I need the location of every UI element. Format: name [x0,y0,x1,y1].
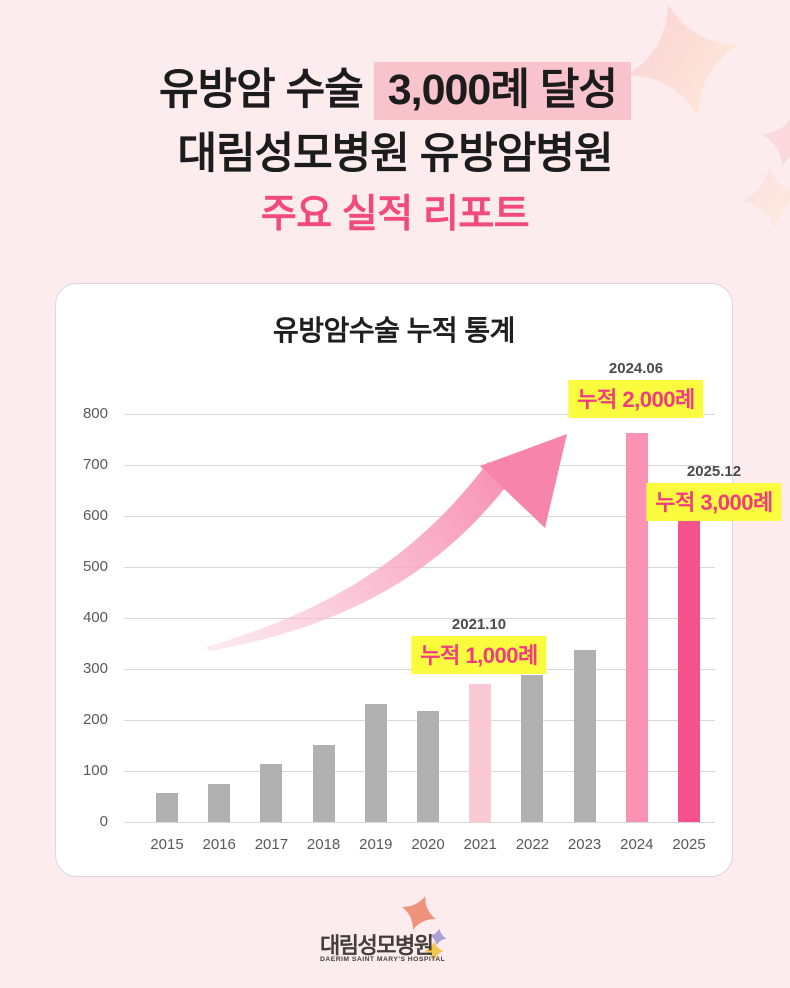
annotation-label: 누적 1,000례 [411,636,547,674]
coral-star-icon [402,896,436,930]
bar-2016 [208,784,231,822]
bar-2018 [312,744,335,822]
y-tick-label: 200 [82,711,108,728]
annotation-date: 2025.12 [686,463,742,480]
x-tick-label: 2019 [359,836,393,853]
bar-2015 [156,792,178,822]
logo-subtext: DAERIM SAINT MARY'S HOSPITAL [320,956,446,963]
x-tick-label: 2016 [202,836,236,853]
x-tick-label: 2024 [620,836,654,853]
headline-line1-prefix: 유방암 수술 [159,66,374,114]
bar-2021 [469,684,492,822]
bar-2022 [521,675,544,822]
x-tick-label: 2020 [411,836,445,853]
annotation-date: 2024.06 [608,360,664,377]
x-tick-label: 2022 [515,836,550,853]
x-tick-label: 2018 [306,836,341,853]
logo-stars-icon [402,896,447,961]
y-tick-label: 700 [82,456,108,473]
headline-block: 유방암 수술 3,000례 달성 대림성모병원 유방암병원 주요 실적 리포트 [0,58,790,244]
gridline-0 [124,822,715,823]
footer: 대림성모병원 DAERIM SAINT MARY'S HOSPITAL [0,896,790,978]
bar-2024 [625,432,648,822]
gridline-800 [124,414,715,415]
yellow-star-icon [424,941,444,961]
chart-title: 유방암수술 누적 통계 [273,315,515,346]
y-tick-label: 100 [82,762,108,779]
headline-highlight: 3,000례 달성 [373,62,631,120]
x-tick-label: 2015 [150,836,184,853]
annotation-label: 누적 3,000례 [646,483,782,521]
bar-2020 [417,711,439,822]
annotation-2000-cases: 2024.06 누적 2,000례 [568,360,704,418]
y-tick-label: 800 [82,405,108,422]
x-tick-label: 2025 [672,836,706,853]
x-tick-label: 2021 [463,836,497,853]
bar-2023 [573,650,596,822]
y-tick-label: 500 [82,558,108,575]
chart-card: 유방암수술 누적 통계 0 100 200 300 400 500 600 700 800 201… [55,283,782,877]
annotation-label: 누적 2,000례 [568,380,704,418]
annotation-3000-cases: 2025.12 누적 3,000례 [646,463,782,521]
y-tick-label: 0 [99,813,108,830]
y-tick-label: 600 [82,507,108,524]
logo-text: 대림성모병원 [320,933,434,958]
hospital-logo: 대림성모병원 DAERIM SAINT MARY'S HOSPITAL [313,896,463,973]
annotation-1000-cases: 2021.10 누적 1,000례 [411,616,547,674]
purple-star-icon [429,928,447,946]
bar-2017 [260,763,283,822]
x-tick-label: 2017 [254,836,289,853]
y-tick-label: 300 [82,660,108,677]
bar-2019 [364,703,387,822]
headline-line1: 유방암 수술 3,000례 달성 [0,58,790,122]
annotation-date: 2021.10 [451,616,507,633]
x-tick-label: 2023 [567,836,602,853]
y-tick-label: 400 [82,609,108,626]
bar-2025 [678,517,700,822]
headline-line3: 주요 실적 리포트 [260,193,530,236]
headline-line2: 대림성모병원 유방암병원 [177,130,613,178]
